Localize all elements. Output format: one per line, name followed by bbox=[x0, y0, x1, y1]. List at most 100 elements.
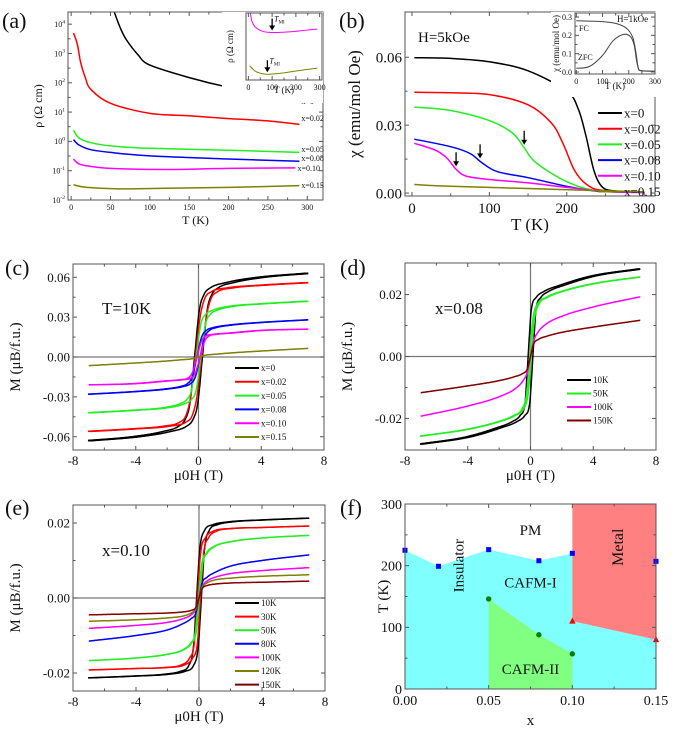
y-tick-label: 100 bbox=[54, 137, 65, 147]
x-tick-label: 250 bbox=[262, 203, 274, 212]
y-tick-label: 10-1 bbox=[52, 166, 65, 176]
series-line-x-0-15 bbox=[73, 184, 300, 190]
region-label: CAFM-I bbox=[504, 576, 557, 592]
series-end-label: x=0.02 bbox=[301, 114, 324, 123]
x-tick-label: 8 bbox=[322, 694, 329, 709]
legend-label: 100K bbox=[261, 653, 282, 663]
series-line-curve-0 bbox=[249, 13, 318, 34]
x-tick-label: -8 bbox=[68, 453, 79, 468]
x-tick-label: 0 bbox=[69, 203, 73, 212]
y-tick-label: 0.2 bbox=[562, 31, 572, 40]
x-tick-label: -8 bbox=[68, 694, 79, 709]
x-axis-label: T (K) bbox=[511, 215, 549, 234]
series-label: FC bbox=[579, 24, 589, 33]
x-tick-label: 0 bbox=[574, 77, 578, 86]
legend-label: 10K bbox=[593, 375, 609, 385]
panel-e: -8 -4 0 4 8 -0.02 0.00 0.02 μ0H (T) M (μB/f.u.) (e… bbox=[5, 495, 328, 725]
plot-area bbox=[73, 264, 324, 450]
series-end-label: x=0.15 bbox=[301, 181, 324, 190]
y-tick-label-base: 10 bbox=[54, 137, 62, 146]
plot-area bbox=[73, 505, 325, 691]
y-tick-label-exponent: 4 bbox=[62, 19, 65, 25]
legend-label: x=0.05 bbox=[624, 137, 661, 152]
y-axis-label: χ (emu/mol Oe) bbox=[345, 50, 364, 159]
x-tick-label: 300 bbox=[314, 83, 326, 92]
y-tick-label: -0.02 bbox=[43, 666, 70, 681]
y-tick-label: 0.1 bbox=[562, 49, 572, 58]
x-tick-label: -8 bbox=[400, 453, 411, 468]
plot-area bbox=[576, 20, 655, 72]
legend-label: x=0.05 bbox=[261, 391, 287, 401]
series-line-80K bbox=[88, 554, 310, 642]
marker-square bbox=[536, 558, 542, 564]
legend-label: 80K bbox=[261, 639, 277, 649]
x-tick-label: 100 bbox=[144, 203, 156, 212]
y-axis-label: M (μB/f.u.) bbox=[8, 322, 24, 391]
x-tick-label: 200 bbox=[290, 83, 302, 92]
panel-f: 0.00 0.05 0.10 0.15 0 100 200 300 x T (K) (f) PM Ins… bbox=[340, 495, 668, 729]
plot-area bbox=[405, 263, 656, 450]
y-tick-label: 100 bbox=[381, 621, 402, 636]
x-tick-label: 0 bbox=[195, 453, 202, 468]
series-line-curve-1 bbox=[249, 65, 318, 75]
legend-label: 120K bbox=[261, 666, 282, 676]
x-tick-label: 0 bbox=[408, 201, 416, 217]
series-end-label: x=0.05 bbox=[301, 145, 324, 154]
marker-circle bbox=[485, 596, 492, 602]
x-tick-label: 300 bbox=[649, 77, 661, 86]
legend-label: 50K bbox=[593, 389, 609, 399]
y-tick-label: 104 bbox=[54, 19, 65, 29]
series-end-label: x=0.08 bbox=[301, 154, 324, 163]
x-tick-label: 8 bbox=[321, 453, 328, 468]
series-label: ZFC bbox=[578, 53, 593, 62]
series-line-50K bbox=[419, 276, 641, 437]
x-tick-label: 0.05 bbox=[476, 694, 501, 709]
legend-label: 150K bbox=[261, 680, 282, 690]
x-axis-label: μ0H (T) bbox=[174, 468, 223, 484]
y-tick-label: 0.06 bbox=[376, 51, 403, 67]
y-tick-label-base: 10 bbox=[52, 196, 60, 205]
region-label: Insulator bbox=[452, 539, 468, 592]
y-tick-label: 0.3 bbox=[562, 13, 572, 22]
x-tick-label: -4 bbox=[462, 453, 473, 468]
series-line-x-0 bbox=[414, 56, 645, 194]
legend-label: 100K bbox=[593, 402, 614, 412]
condition-annotation: H=1kOe bbox=[617, 14, 648, 24]
y-tick-label-base: 10 bbox=[54, 20, 62, 29]
legend-label: 50K bbox=[261, 625, 277, 635]
x-axis-label: μ0H (T) bbox=[506, 468, 555, 484]
tmi-label: TMI bbox=[274, 15, 285, 26]
y-tick-label: 0 bbox=[395, 683, 402, 698]
region-cafm-i bbox=[405, 549, 656, 689]
x-tick-label: 0 bbox=[246, 83, 250, 92]
series-line-x-0-08 bbox=[414, 138, 645, 194]
y-tick-label-exponent: 2 bbox=[62, 78, 65, 84]
marker-square bbox=[569, 550, 575, 556]
y-axis-label: ρ (Ω cm) bbox=[225, 30, 235, 63]
y-axis-label: T (K) bbox=[376, 580, 392, 613]
legend: 10K 30K 50K 80K 100K 120K 150K bbox=[235, 598, 282, 690]
legend-label: 150K bbox=[593, 416, 614, 426]
y-tick-label-base: 10 bbox=[54, 79, 62, 88]
legend: x=0 x=0.02 x=0.05 x=0.08 x=0.10 x=0.15 bbox=[235, 363, 287, 442]
series-line-x-0-05 bbox=[72, 129, 300, 154]
y-axis-label: M (μB/f.u.) bbox=[8, 563, 24, 632]
legend-label: x=0.15 bbox=[261, 432, 287, 442]
series-line-x-0-10 bbox=[414, 142, 645, 194]
y-tick-label: 0.02 bbox=[47, 516, 70, 531]
series-line-x-0-10 bbox=[88, 328, 309, 386]
legend: 10K 50K 100K 150K bbox=[567, 375, 614, 426]
y-tick-label: 200 bbox=[381, 560, 402, 575]
marker-square bbox=[486, 547, 492, 553]
legend-label: x=0.08 bbox=[624, 153, 661, 168]
y-tick-label: 101 bbox=[54, 107, 65, 117]
x-tick-label: 200 bbox=[223, 203, 235, 212]
series-line-x-0-10 bbox=[72, 158, 296, 171]
legend-label: x=0.10 bbox=[261, 418, 287, 428]
x-tick-label: -4 bbox=[131, 694, 142, 709]
panel-d: -8 -4 0 4 8 -0.02 0.00 0.02 μ0H (T) M (μB/f.u.) (d… bbox=[340, 255, 659, 484]
plot-area bbox=[405, 504, 656, 689]
x-axis-label: T (K) bbox=[182, 213, 209, 227]
y-tick-label: 0.0 bbox=[562, 68, 572, 77]
